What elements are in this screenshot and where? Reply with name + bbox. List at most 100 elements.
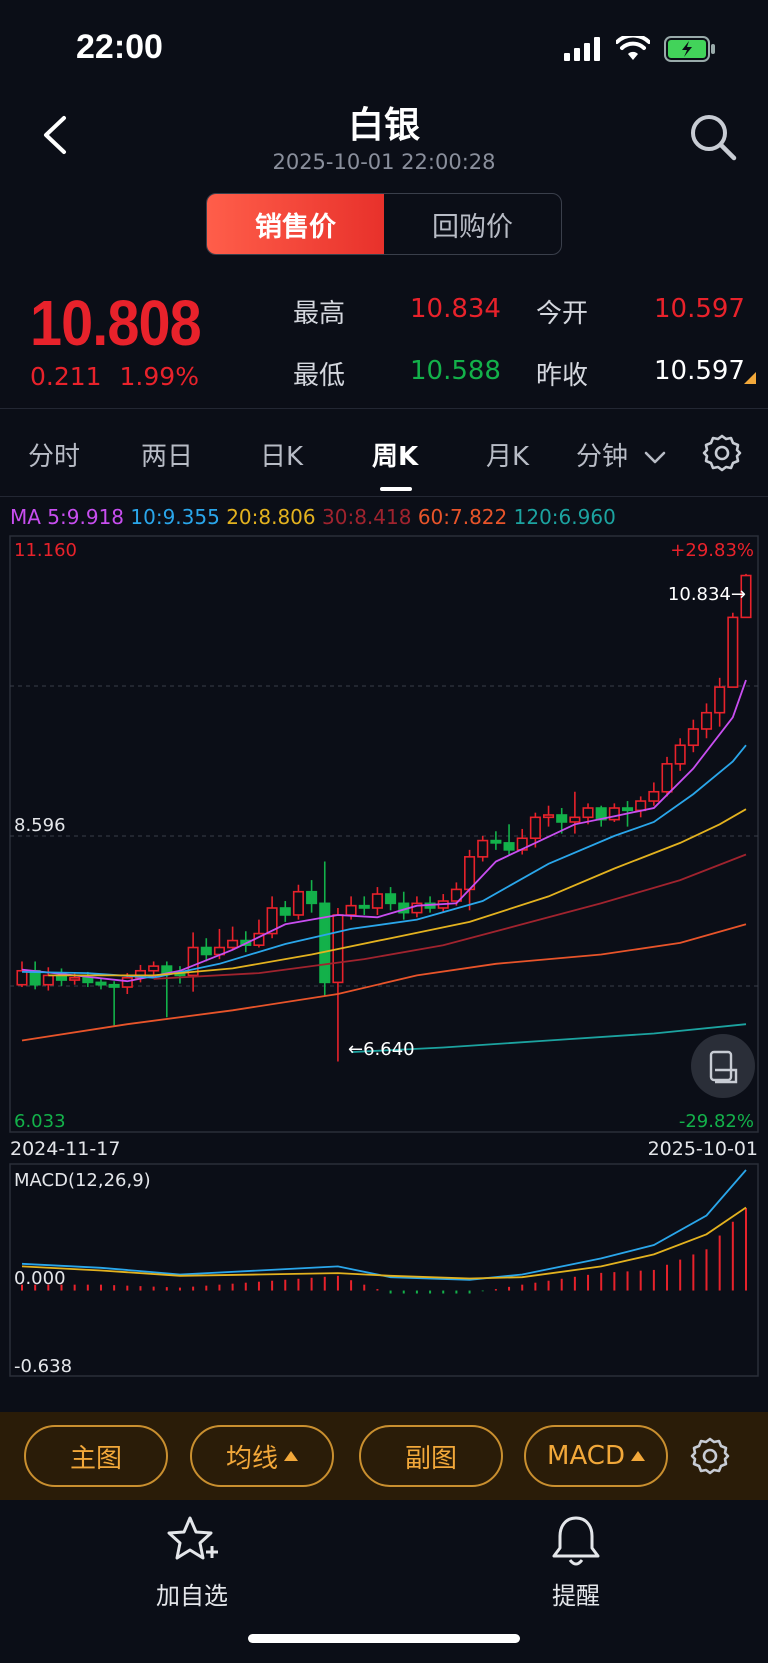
- macd-button[interactable]: MACD: [524, 1425, 668, 1487]
- current-price: 10.808: [30, 287, 202, 359]
- star-plus-icon: [167, 1516, 218, 1560]
- quote-datetime: 2025-10-01 22:00:28: [272, 150, 496, 174]
- wifi-icon: [616, 36, 650, 60]
- candle-body: [200, 946, 212, 956]
- candle-body: [82, 976, 94, 984]
- candle: [42, 967, 54, 991]
- ma10-value: 10:9.355: [130, 505, 220, 529]
- candle: [740, 573, 752, 619]
- add-watchlist-label: 加自选: [156, 1582, 228, 1610]
- candle: [371, 887, 383, 915]
- ma-button-label: 均线: [225, 1443, 278, 1474]
- change-percent: 1.99%: [119, 362, 199, 391]
- candle-body: [279, 907, 291, 916]
- back-icon[interactable]: [36, 112, 76, 158]
- tab-two-day[interactable]: 两日: [141, 442, 194, 472]
- candle: [200, 938, 212, 962]
- prev-close-value: 10.597: [654, 356, 745, 386]
- toolbar-settings-icon[interactable]: [690, 1436, 730, 1476]
- triangle-up-icon: [284, 1451, 298, 1461]
- settings-gear-icon[interactable]: [702, 433, 742, 473]
- y-min-label: 6.033: [14, 1111, 66, 1132]
- ma30-value: 30:8.418: [322, 505, 412, 529]
- candle-body: [266, 907, 278, 935]
- signal-icon: [564, 37, 600, 61]
- y-max-label: 11.160: [14, 540, 77, 561]
- candle: [464, 849, 476, 911]
- candle-body: [450, 888, 462, 902]
- candle-body: [95, 981, 107, 986]
- tab-timeshare[interactable]: 分时: [28, 442, 81, 472]
- candle: [279, 901, 291, 922]
- ma20-value: 20:8.806: [226, 505, 316, 529]
- candle-body: [608, 807, 620, 821]
- ma-prefix: MA: [10, 505, 41, 529]
- macd-button-label: MACD: [547, 1441, 625, 1471]
- tab-monthly-k[interactable]: 月K: [486, 442, 530, 472]
- tab-minute[interactable]: 分钟: [576, 436, 666, 473]
- add-watchlist-button[interactable]: 加自选: [150, 1512, 234, 1611]
- candle-body: [490, 839, 502, 844]
- candle-body: [569, 816, 581, 823]
- candle-body: [556, 814, 568, 823]
- kline-chart[interactable]: 11.160 8.596 6.033 +29.83% -29.82% 10.83…: [0, 530, 768, 1396]
- candle-body: [306, 890, 318, 905]
- sell-price-tab[interactable]: 销售价: [207, 194, 384, 254]
- candle: [292, 884, 304, 920]
- candle-body: [700, 711, 713, 730]
- high-value: 10.834: [410, 294, 501, 324]
- candle-body: [108, 983, 120, 988]
- candle: [16, 961, 28, 988]
- low-label: 最低: [293, 361, 346, 391]
- tab-daily-k[interactable]: 日K: [260, 442, 304, 472]
- candle: [674, 738, 686, 771]
- sub-chart-button[interactable]: 副图: [359, 1425, 503, 1487]
- end-date: 2025-10-01: [648, 1138, 758, 1160]
- candle: [187, 932, 199, 992]
- candle-body: [635, 800, 647, 812]
- candle-body: [121, 976, 133, 988]
- candle: [503, 824, 515, 855]
- candle-body: [621, 807, 634, 812]
- ma120-value: 120:6.960: [513, 505, 616, 529]
- candle: [398, 891, 410, 920]
- candle-body: [648, 790, 660, 802]
- candle-body: [16, 969, 28, 986]
- divider: [0, 408, 768, 409]
- candle-body: [740, 574, 752, 619]
- main-chart-button[interactable]: 主图: [24, 1425, 168, 1487]
- candle-body: [687, 728, 699, 747]
- candle: [543, 805, 555, 827]
- sub-chart-label: 副图: [404, 1443, 457, 1474]
- candle: [661, 756, 673, 797]
- candle-body: [42, 974, 54, 986]
- candle: [595, 805, 607, 827]
- candle-body: [714, 686, 726, 714]
- candle: [319, 861, 331, 997]
- candle: [55, 968, 68, 986]
- ma120-line: [351, 1023, 747, 1053]
- page-title: 白银: [347, 105, 420, 146]
- candle-body: [371, 893, 383, 909]
- battery-icon: [664, 36, 715, 62]
- candle-body: [187, 946, 199, 977]
- candle-body: [345, 904, 357, 916]
- rotate-screen-button[interactable]: [691, 1034, 755, 1098]
- search-icon[interactable]: [688, 112, 738, 162]
- buyback-price-tab[interactable]: 回购价: [432, 211, 513, 243]
- candle-body: [543, 814, 555, 819]
- ma30-line: [153, 853, 747, 980]
- ma5-value: 5:9.918: [47, 505, 125, 529]
- candle: [95, 977, 107, 990]
- ma-button[interactable]: 均线: [190, 1425, 334, 1487]
- candle-body: [727, 616, 739, 688]
- pct-max-label: +29.83%: [670, 540, 754, 561]
- candle-body: [477, 839, 489, 858]
- low-value: 10.588: [410, 356, 501, 386]
- candle: [108, 981, 120, 1026]
- candle: [569, 791, 581, 834]
- alert-button[interactable]: 提醒: [534, 1512, 618, 1611]
- tab-weekly-k[interactable]: 周K: [372, 442, 419, 472]
- ma10-line: [21, 744, 747, 979]
- divider: [0, 496, 768, 497]
